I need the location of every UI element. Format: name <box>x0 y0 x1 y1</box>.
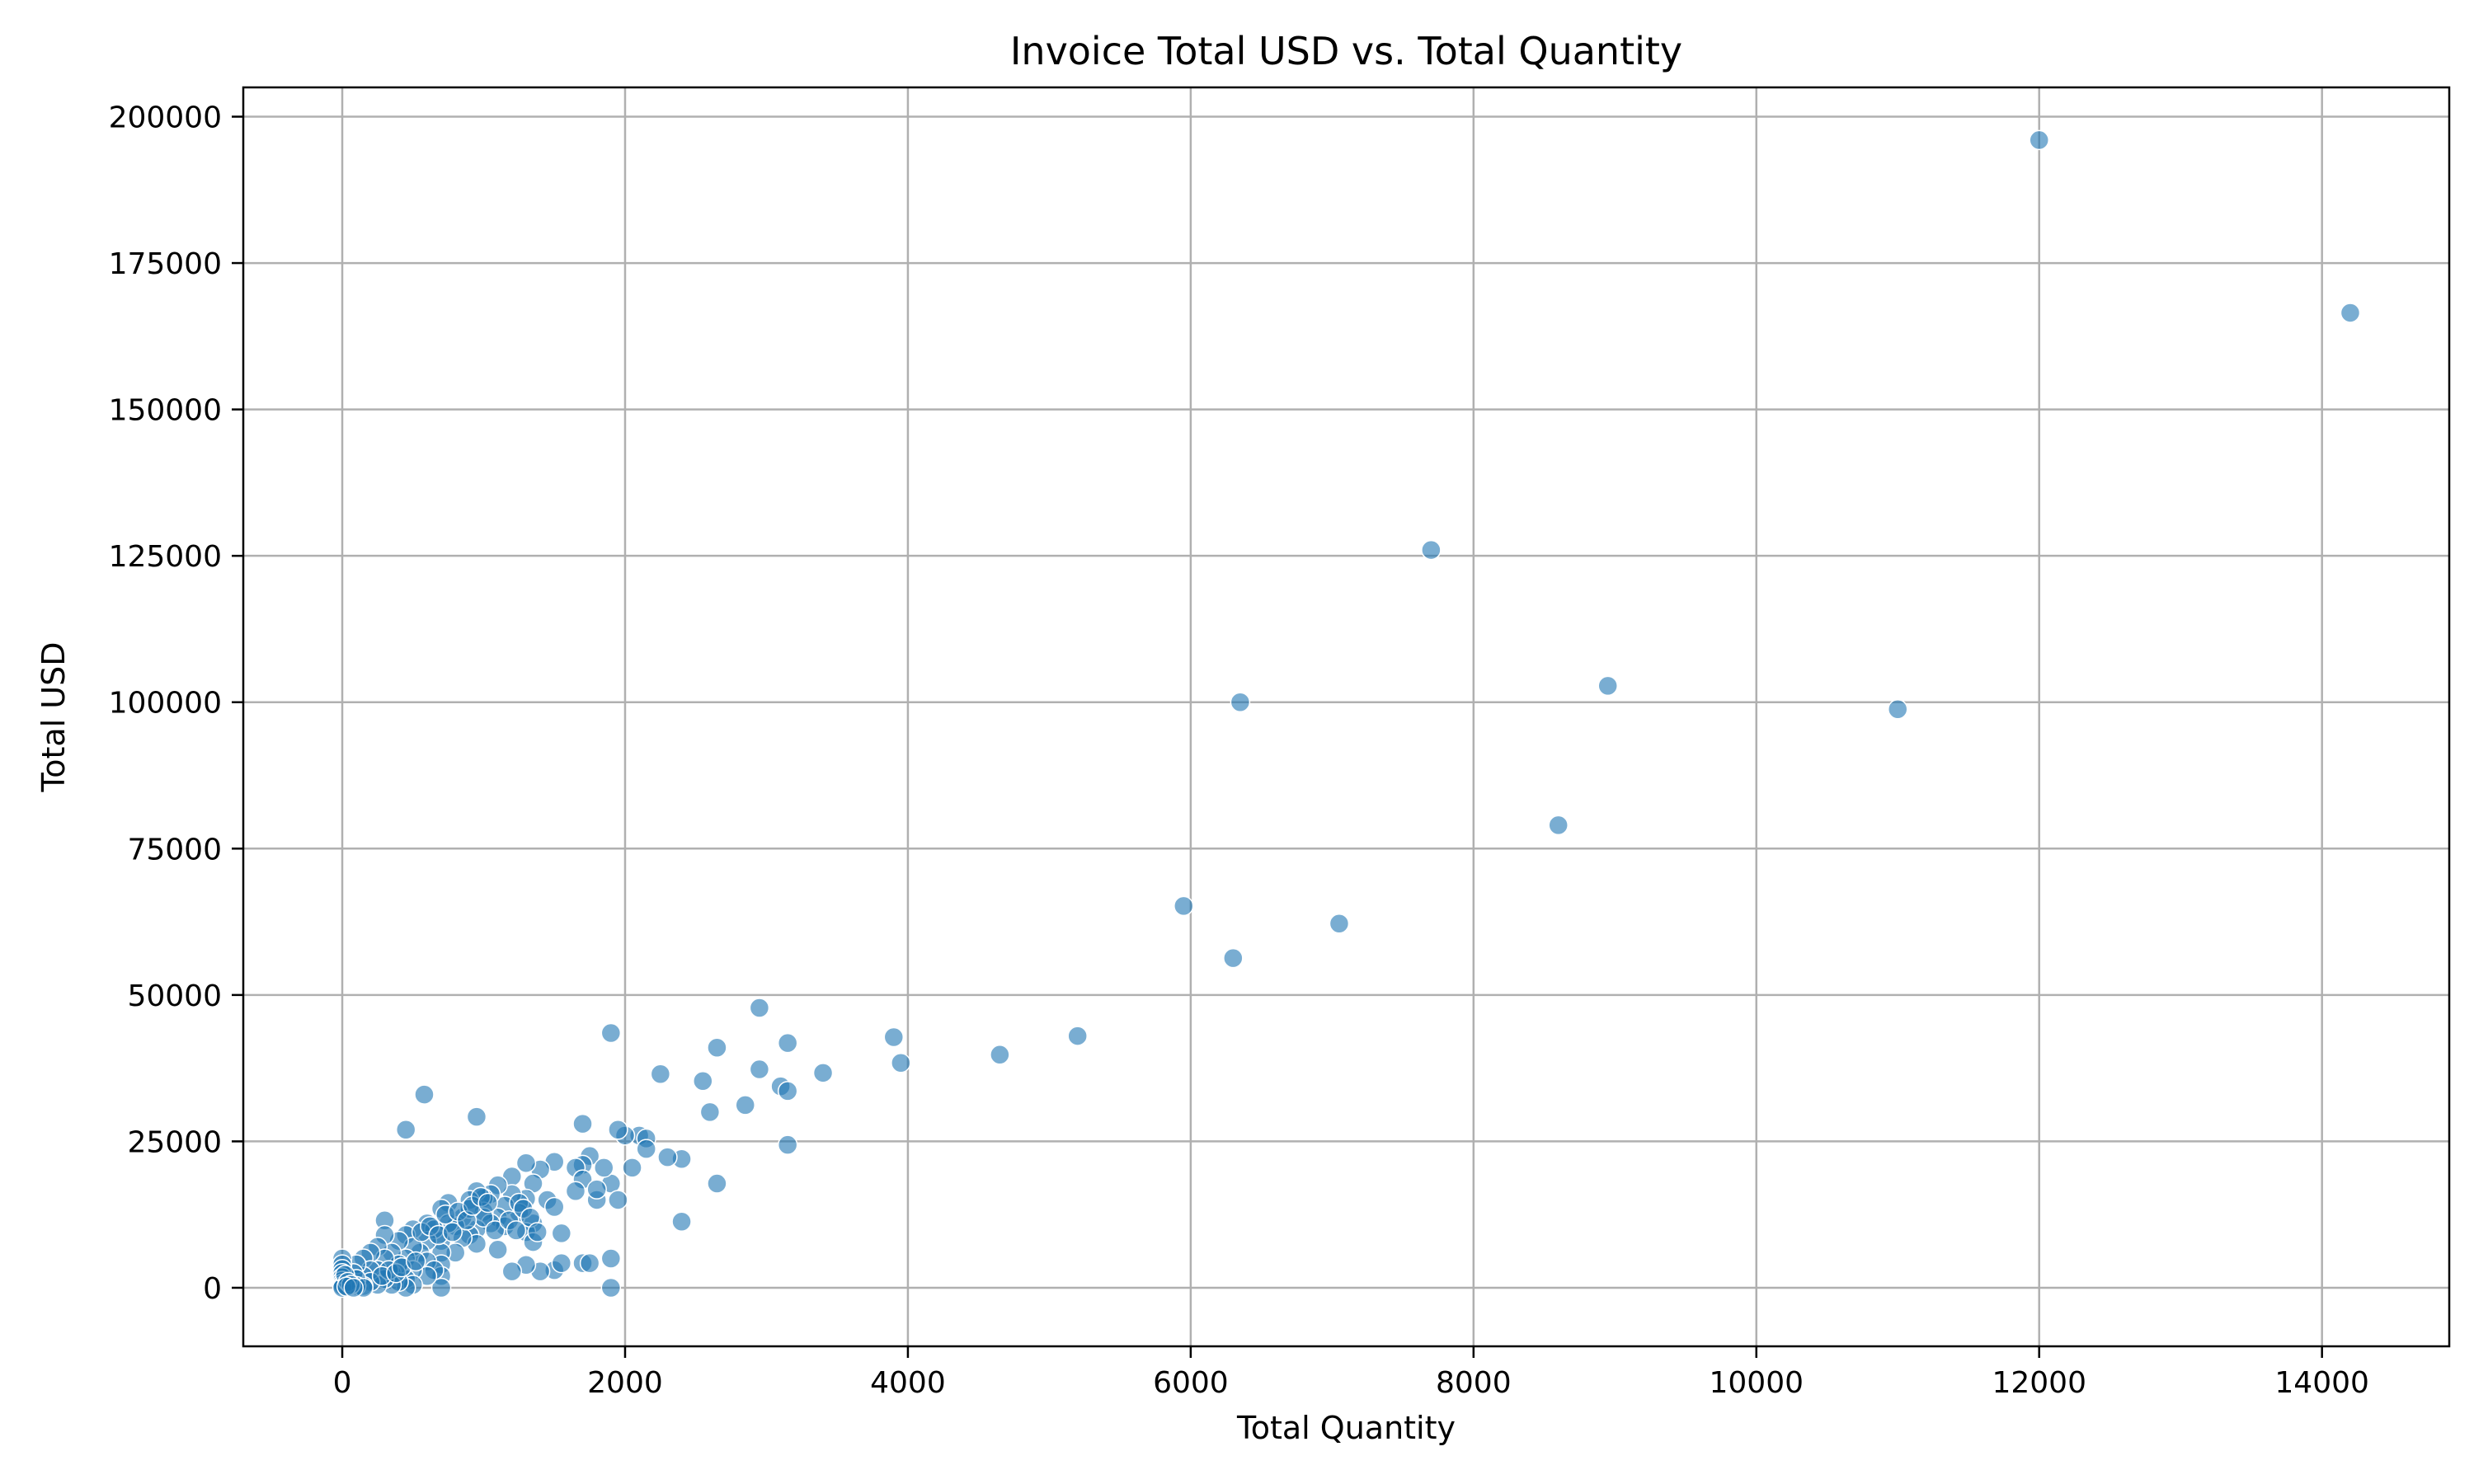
data-point <box>466 1106 487 1127</box>
data-point <box>600 1248 622 1269</box>
y-axis-label: Total USD <box>35 641 72 792</box>
data-point <box>343 1277 364 1298</box>
data-point <box>735 1095 755 1115</box>
x-tick-label: 12000 <box>1992 1366 2086 1400</box>
data-point <box>487 1239 508 1261</box>
data-point <box>477 1192 498 1214</box>
y-tick-label: 0 <box>203 1272 222 1306</box>
data-point <box>671 1211 692 1232</box>
x-tick-label: 2000 <box>587 1366 663 1400</box>
x-tick-label: 14000 <box>2274 1366 2369 1400</box>
x-tick-label: 8000 <box>1436 1366 1512 1400</box>
y-tick-label: 75000 <box>127 833 222 866</box>
y-tick-label: 175000 <box>109 247 222 281</box>
y-tick-label: 100000 <box>109 687 222 721</box>
y-tick-label: 150000 <box>109 394 222 428</box>
data-point <box>650 1064 671 1084</box>
x-axis-ticks: 0 2000 4000 6000 8000 10000 12000 14000 <box>333 1346 2369 1400</box>
data-point <box>484 1220 506 1241</box>
data-point <box>543 1196 565 1218</box>
data-point <box>551 1252 572 1274</box>
y-tick-label: 25000 <box>127 1125 222 1159</box>
data-point <box>636 1139 656 1159</box>
data-point <box>891 1052 911 1073</box>
data-point <box>707 1037 727 1059</box>
data-point <box>1597 675 1618 697</box>
data-point <box>1548 815 1569 836</box>
data-point <box>657 1147 678 1167</box>
data-point <box>1230 692 1251 712</box>
data-point <box>572 1113 593 1134</box>
data-point <box>430 1277 452 1298</box>
data-point <box>777 1032 798 1054</box>
data-point <box>600 1022 622 1044</box>
x-tick-label: 4000 <box>870 1366 946 1400</box>
data-point <box>608 1190 628 1210</box>
y-axis-ticks: 0 25000 50000 75000 100000 125000 150000 175000… <box>109 101 243 1306</box>
data-point <box>1067 1026 1088 1046</box>
data-point <box>990 1045 1010 1065</box>
data-point <box>1329 913 1350 934</box>
data-point <box>693 1071 713 1092</box>
data-point <box>442 1222 463 1242</box>
data-point <box>414 1084 435 1105</box>
data-point <box>749 1059 770 1080</box>
data-point <box>527 1222 548 1242</box>
data-point <box>1888 699 1908 720</box>
data-point <box>699 1101 721 1123</box>
chart-title: Invoice Total USD vs. Total Quantity <box>1010 29 1682 73</box>
data-point <box>395 1119 416 1140</box>
data-point <box>551 1223 572 1244</box>
y-tick-label: 50000 <box>127 979 222 1013</box>
data-point <box>707 1173 727 1194</box>
data-point <box>586 1179 607 1200</box>
x-axis-label: Total Quantity <box>1236 1410 1456 1446</box>
data-point <box>883 1026 905 1048</box>
data-point <box>594 1158 614 1178</box>
x-tick-label: 0 <box>333 1366 352 1400</box>
data-point <box>2029 129 2049 151</box>
data-point <box>506 1220 527 1241</box>
data-point <box>1174 895 1194 917</box>
data-point <box>600 1277 622 1298</box>
data-point <box>565 1181 586 1202</box>
data-point <box>501 1261 523 1282</box>
data-point <box>622 1158 642 1178</box>
data-point <box>749 998 770 1018</box>
data-point <box>608 1119 628 1140</box>
data-point <box>579 1252 600 1274</box>
data-point <box>515 1153 537 1173</box>
plot-frame <box>242 86 2451 1348</box>
data-point <box>777 1081 798 1101</box>
data-point <box>1223 947 1244 969</box>
y-tick-label: 200000 <box>109 101 222 135</box>
data-point <box>812 1063 834 1083</box>
data-point <box>2340 303 2361 323</box>
data-point <box>1421 539 1442 561</box>
y-tick-label: 125000 <box>109 540 222 574</box>
data-point <box>405 1251 426 1272</box>
x-tick-label: 6000 <box>1153 1366 1229 1400</box>
data-point <box>777 1134 798 1155</box>
data-points <box>332 129 2361 1298</box>
x-tick-label: 10000 <box>1710 1366 1804 1400</box>
